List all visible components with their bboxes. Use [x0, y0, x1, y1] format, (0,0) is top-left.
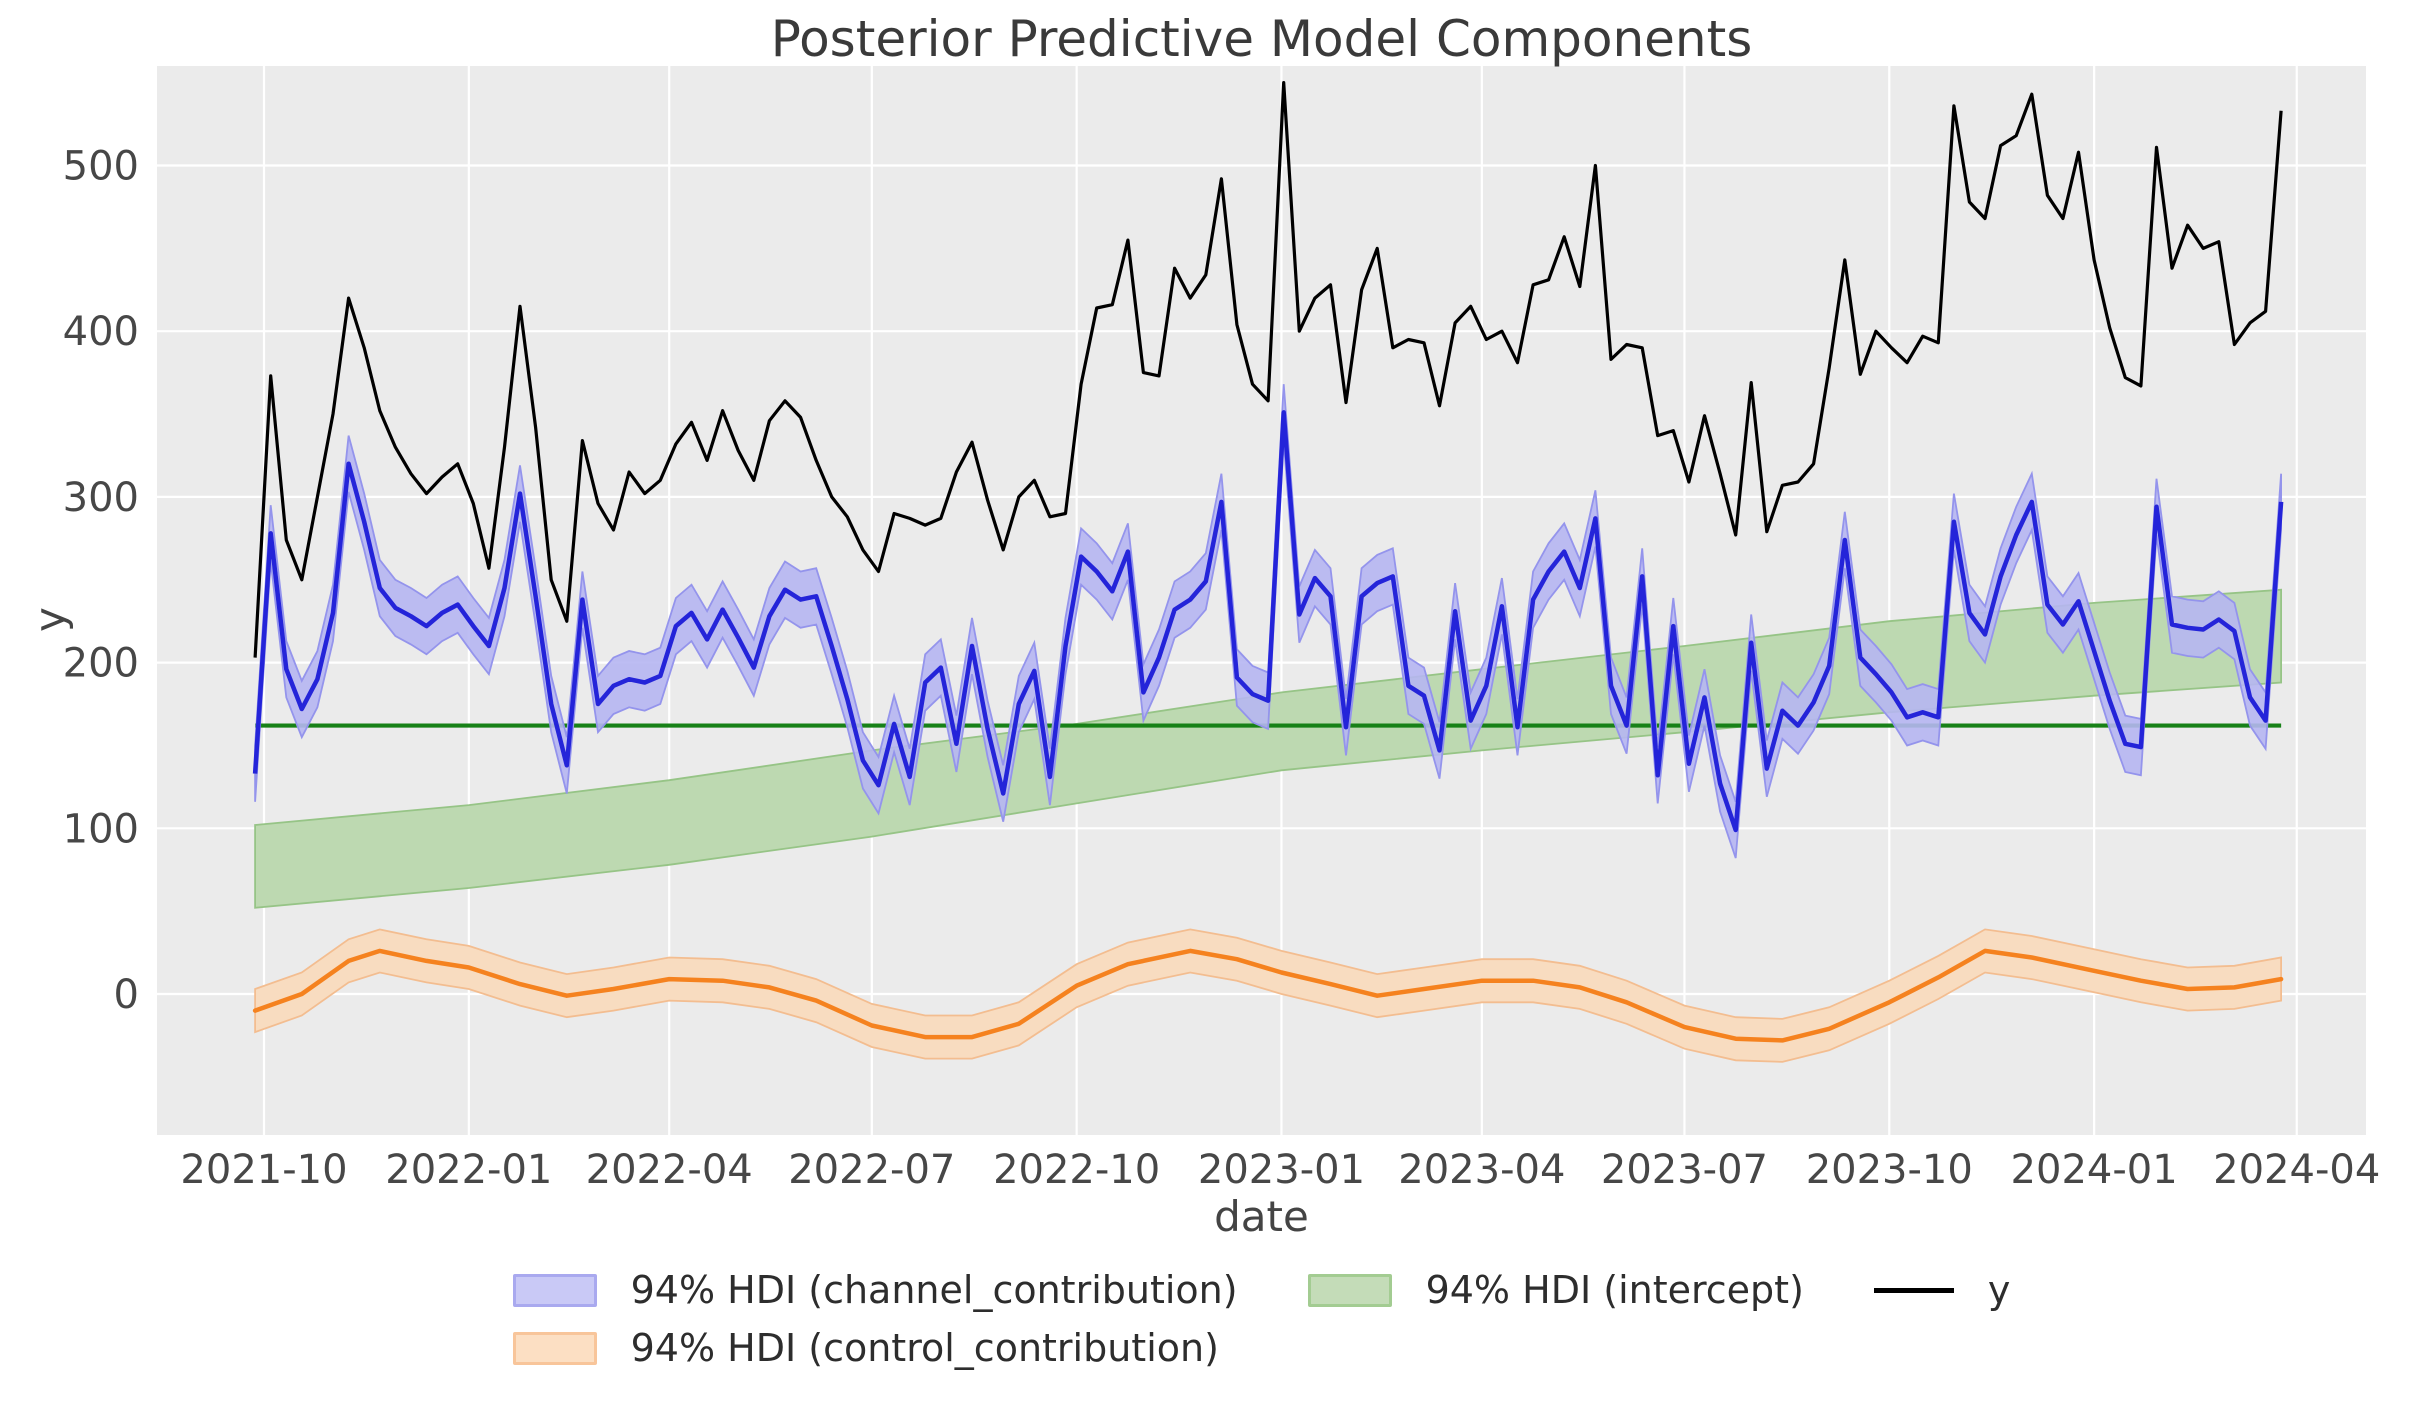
legend-item-control-hdi: 94% HDI (control_contribution): [512, 1326, 1238, 1370]
legend-label-channel: 94% HDI (channel_contribution): [630, 1268, 1238, 1312]
svg-text:300: 300: [63, 475, 139, 521]
svg-text:2024-04: 2024-04: [2213, 1147, 2380, 1193]
legend-label-control: 94% HDI (control_contribution): [630, 1326, 1219, 1370]
series-control-hdi-band: [254, 928, 2282, 1063]
chart-title: Posterior Predictive Model Components: [770, 10, 1753, 68]
legend-label-y: y: [1987, 1268, 2011, 1312]
series-y-line: [253, 81, 2283, 658]
svg-text:2023-04: 2023-04: [1398, 1147, 1565, 1193]
svg-text:400: 400: [63, 309, 139, 355]
legend-swatch-channel-icon: [512, 1273, 597, 1307]
legend: 94% HDI (channel_contribution) 94% HDI (…: [157, 1268, 2366, 1370]
svg-text:2022-04: 2022-04: [586, 1147, 753, 1193]
legend-label-intercept: 94% HDI (intercept): [1425, 1268, 1804, 1312]
y-tick-labels: 0 100 200 300 400 500: [63, 144, 139, 1019]
svg-text:2023-07: 2023-07: [1601, 1147, 1768, 1193]
x-axis-label: date: [1214, 1192, 1309, 1241]
svg-text:2022-07: 2022-07: [788, 1147, 955, 1193]
y-axis-label: y: [25, 607, 75, 632]
svg-text:2022-01: 2022-01: [385, 1147, 552, 1193]
gridlines: [157, 66, 2366, 1135]
svg-text:100: 100: [63, 806, 139, 852]
svg-text:2022-10: 2022-10: [993, 1147, 1160, 1193]
svg-text:0: 0: [114, 972, 139, 1018]
svg-text:500: 500: [63, 144, 139, 190]
svg-text:2023-01: 2023-01: [1198, 1147, 1365, 1193]
legend-item-channel-hdi: 94% HDI (channel_contribution): [512, 1268, 1238, 1312]
legend-item-intercept-hdi: 94% HDI (intercept): [1307, 1268, 1804, 1312]
svg-text:200: 200: [63, 641, 139, 687]
legend-grid: 94% HDI (channel_contribution) 94% HDI (…: [512, 1268, 2011, 1370]
svg-text:2023-10: 2023-10: [1806, 1147, 1973, 1193]
legend-swatch-control-icon: [512, 1331, 597, 1365]
legend-swatch-intercept-icon: [1307, 1273, 1392, 1307]
svg-text:2024-01: 2024-01: [2011, 1147, 2178, 1193]
svg-text:2021-10: 2021-10: [180, 1147, 347, 1193]
legend-line-marker-y-icon: [1873, 1287, 1954, 1293]
legend-item-y: y: [1873, 1268, 2011, 1312]
series-control-mean-line: [252, 948, 2284, 1043]
x-tick-labels: 2021-10 2022-01 2022-04 2022-07 2022-10 2023-…: [180, 1147, 2380, 1193]
series-channel-mean-line: [252, 410, 2284, 833]
